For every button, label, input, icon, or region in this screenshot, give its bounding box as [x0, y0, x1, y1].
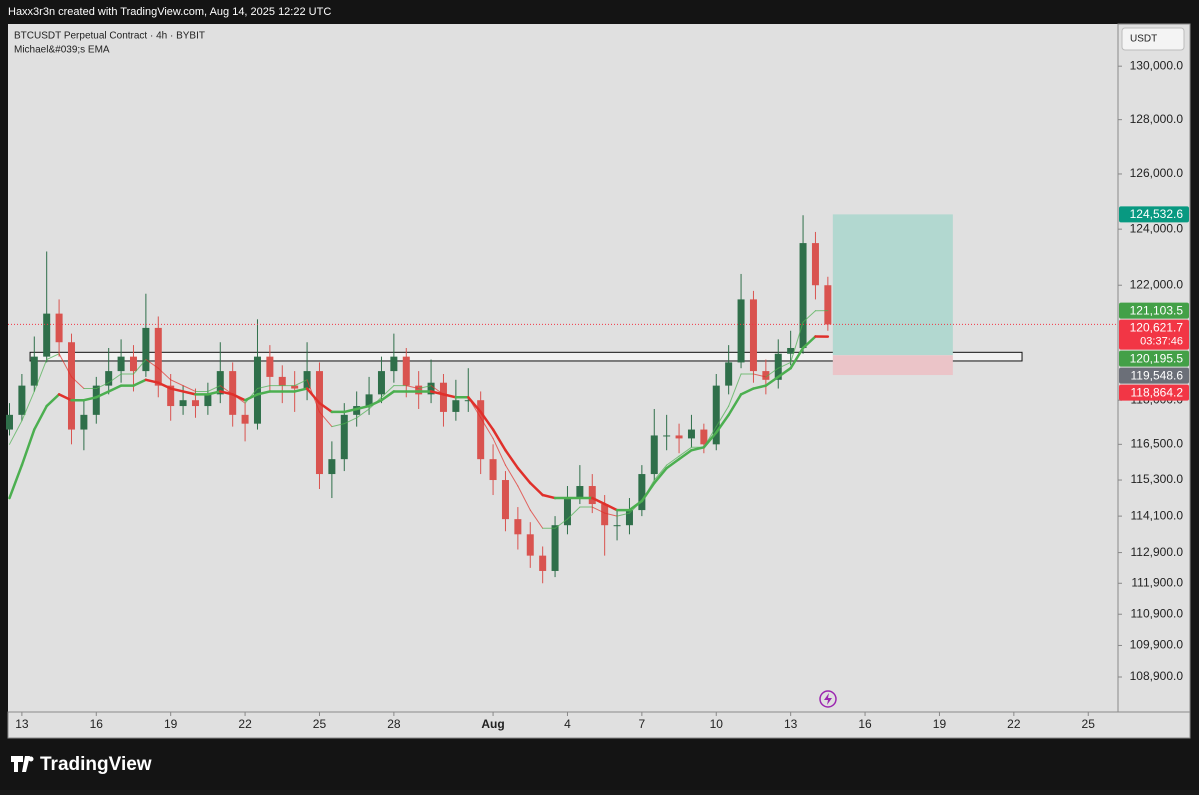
- candle-body: [403, 357, 410, 386]
- candle-body: [266, 357, 273, 377]
- x-tick-label: 7: [639, 717, 646, 731]
- x-tick-label: 13: [15, 717, 29, 731]
- y-tick-label: 115,300.0: [1131, 472, 1184, 486]
- y-tick-label: 112,900.0: [1131, 545, 1184, 559]
- candle-body: [614, 525, 621, 526]
- candle-body: [155, 328, 162, 386]
- position-loss: [833, 355, 953, 375]
- candle-body: [80, 415, 87, 430]
- x-tick-label: 10: [710, 717, 724, 731]
- candle-body: [242, 415, 249, 424]
- candle-body: [812, 243, 819, 285]
- countdown: 03:37:46: [1140, 336, 1183, 348]
- y-tick-label: 114,100.0: [1131, 508, 1184, 522]
- candle-body: [502, 480, 509, 519]
- candle-body: [328, 459, 335, 474]
- candle-body: [56, 314, 63, 343]
- candle-body: [651, 435, 658, 474]
- candle-body: [440, 383, 447, 412]
- candle-body: [93, 386, 100, 415]
- y-tick-label: 110,900.0: [1131, 606, 1184, 620]
- y-tick-label: 116,500.0: [1131, 436, 1184, 450]
- x-tick-label: Aug: [481, 717, 504, 731]
- x-tick-label: 13: [784, 717, 798, 731]
- brand-logo-dot: [29, 757, 34, 762]
- price-label: 118,864.2: [1131, 385, 1184, 399]
- candle-body: [663, 435, 670, 436]
- legend-indicator: Michael&#039;s EMA: [14, 45, 110, 56]
- price-label: 119,548.6: [1131, 368, 1184, 382]
- candle-body: [378, 371, 385, 394]
- candle-body: [552, 525, 559, 571]
- x-tick-label: 25: [313, 717, 327, 731]
- x-tick-label: 19: [933, 717, 947, 731]
- candle-body: [341, 415, 348, 459]
- candle-body: [452, 400, 459, 412]
- candle-body: [539, 556, 546, 571]
- legend-title: BTCUSDT Perpetual Contract · 4h · BYBIT: [14, 31, 205, 42]
- candle-body: [688, 430, 695, 439]
- candle-body: [626, 510, 633, 525]
- currency: USDT: [1130, 34, 1157, 45]
- x-tick-label: 19: [164, 717, 178, 731]
- price-label: 120,195.5: [1130, 351, 1184, 365]
- candle-body: [800, 243, 807, 348]
- candle-body: [676, 435, 683, 438]
- candle-body: [254, 357, 261, 424]
- brand-name: TradingView: [40, 754, 152, 775]
- candle-body: [130, 357, 137, 371]
- x-tick-label: 22: [238, 717, 252, 731]
- candle-body: [601, 504, 608, 525]
- candle-body: [118, 357, 125, 371]
- position-profit: [833, 214, 953, 355]
- candle-body: [725, 362, 732, 385]
- x-tick-label: 4: [564, 717, 571, 731]
- y-tick-label: 124,000.0: [1130, 221, 1184, 235]
- candle-body: [824, 285, 831, 324]
- y-tick-label: 130,000.0: [1130, 58, 1184, 72]
- candle-body: [204, 394, 211, 406]
- y-tick-label: 128,000.0: [1130, 112, 1184, 126]
- candle-body: [6, 415, 13, 430]
- price-label: 124,532.6: [1130, 207, 1184, 221]
- x-tick-label: 16: [90, 717, 104, 731]
- candle-body: [576, 486, 583, 498]
- y-tick-label: 126,000.0: [1130, 166, 1184, 180]
- header-text: Haxx3r3n created with TradingView.com, A…: [8, 6, 331, 18]
- price-label: 120,621.7: [1130, 320, 1184, 334]
- candle-body: [700, 430, 707, 445]
- y-tick-label: 109,900.0: [1130, 638, 1184, 652]
- candle-body: [18, 386, 25, 415]
- candle-body: [415, 386, 422, 395]
- candle-body: [31, 357, 38, 386]
- candle-body: [738, 299, 745, 362]
- candle-body: [527, 534, 534, 555]
- candle-body: [279, 377, 286, 386]
- x-tick-label: 28: [387, 717, 401, 731]
- candle-body: [316, 371, 323, 474]
- candle-body: [514, 519, 521, 534]
- candle-body: [192, 400, 199, 406]
- candle-body: [490, 459, 497, 480]
- y-tick-label: 122,000.0: [1130, 277, 1184, 291]
- candle-body: [390, 357, 397, 371]
- candle-body: [142, 328, 149, 371]
- candle-body: [43, 314, 50, 357]
- candle-body: [589, 486, 596, 504]
- candle-body: [638, 474, 645, 510]
- x-tick-label: 25: [1082, 717, 1096, 731]
- price-label: 121,103.5: [1130, 303, 1184, 317]
- x-tick-label: 22: [1007, 717, 1021, 731]
- x-tick-label: 16: [858, 717, 872, 731]
- candle-body: [750, 299, 757, 371]
- y-tick-label: 108,900.0: [1130, 669, 1184, 683]
- candle-body: [180, 400, 187, 406]
- candle-body: [68, 342, 75, 429]
- y-tick-label: 111,900.0: [1131, 575, 1183, 589]
